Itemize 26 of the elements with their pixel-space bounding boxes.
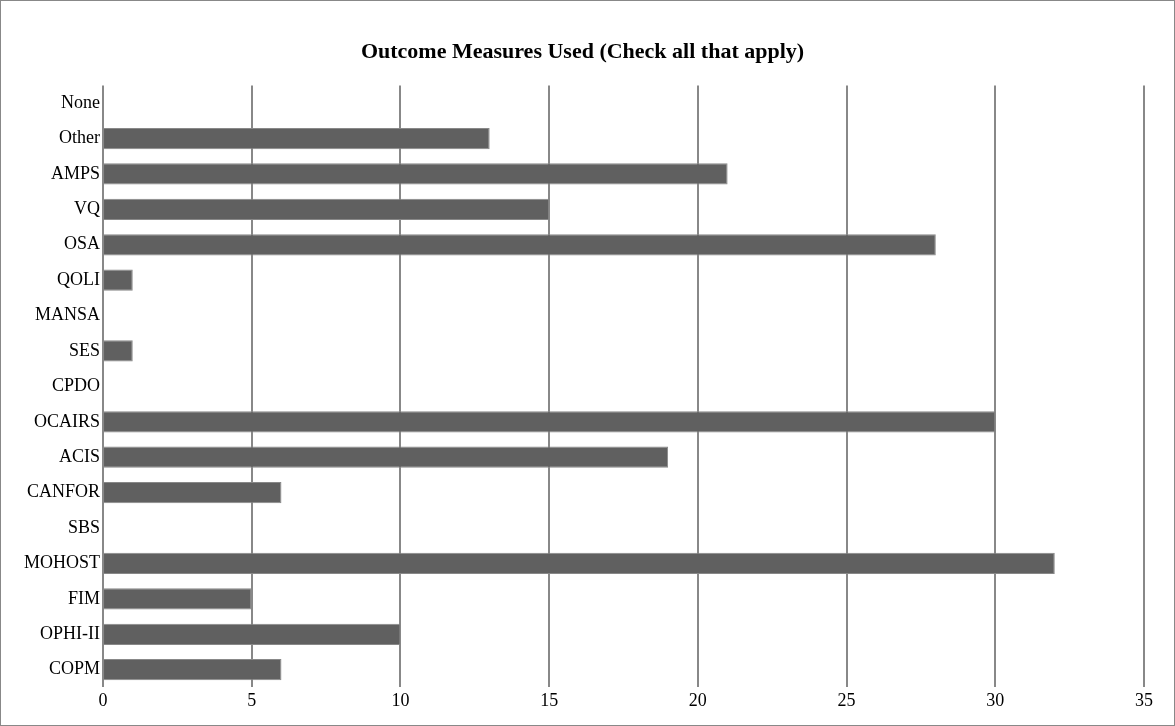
y-tick-label: VQ: [74, 198, 101, 219]
y-tick-label: MANSA: [34, 304, 101, 325]
x-tick-label: 5: [247, 689, 257, 710]
x-tick-label: 0: [98, 689, 108, 710]
y-tick-label: COPM: [48, 658, 101, 679]
chart-title: Outcome Measures Used (Check all that apply): [360, 37, 805, 63]
y-tick-label: OSA: [63, 233, 101, 254]
y-tick-label: None: [61, 91, 101, 112]
y-tick-label: OPHI-II: [40, 623, 101, 644]
y-tick-label: FIM: [67, 587, 101, 608]
y-tick-label: AMPS: [50, 162, 101, 183]
y-tick-label: CANFOR: [26, 481, 101, 502]
y-tick-label: SBS: [67, 516, 101, 537]
x-tick-label: 15: [540, 689, 559, 710]
y-tick-label: ACIS: [58, 445, 101, 466]
y-tick-label: QOLI: [57, 268, 101, 289]
y-tick-label: MOHOST: [23, 552, 101, 573]
y-tick-label: SES: [68, 339, 101, 360]
y-tick-label: OCAIRS: [33, 410, 101, 431]
x-tick-label: 10: [391, 689, 410, 710]
y-tick-label: CPDO: [51, 375, 101, 396]
x-tick-label: 20: [688, 689, 707, 710]
y-tick-label: Other: [59, 127, 101, 148]
x-tick-label: 30: [986, 689, 1005, 710]
x-tick-label: 25: [837, 689, 856, 710]
x-tick-label: 35: [1135, 689, 1153, 710]
